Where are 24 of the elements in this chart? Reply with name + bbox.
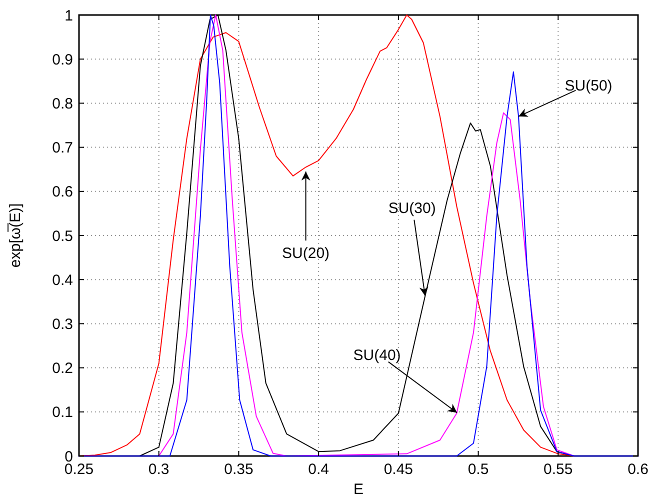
x-tick-label: 0.6 [628, 461, 648, 478]
y-tick-label: 0.7 [52, 140, 73, 157]
x-tick-label: 0.4 [308, 461, 329, 478]
y-tick-label: 0.1 [52, 404, 73, 422]
y-tick-label: 0.4 [52, 272, 73, 289]
x-tick-label: 0.3 [148, 461, 170, 478]
x-tick-label: 0.35 [224, 461, 254, 478]
y-axis-title: exp[ω̅(E)] [7, 203, 24, 268]
y-tick-label: 1 [64, 7, 73, 24]
x-axis-title: E [353, 481, 364, 498]
annotation: SU(40) [353, 347, 401, 364]
y-tick-label: 0.6 [52, 184, 73, 201]
annotation: SU(30) [388, 200, 436, 218]
x-tick-label: 0.45 [384, 461, 414, 478]
y-tick-label: 0.8 [52, 95, 73, 112]
annotation: SU(50) [564, 78, 612, 95]
annotation: SU(20) [282, 244, 330, 262]
y-tick-label: 0.9 [52, 51, 73, 68]
y-tick-label: 0.3 [52, 316, 73, 333]
x-tick-label: 0.25 [64, 461, 94, 478]
x-tick-label: 0.5 [468, 461, 489, 478]
x-tick-label: 0.55 [544, 461, 573, 478]
y-tick-label: 0.2 [52, 360, 73, 378]
y-tick-label: 0.5 [52, 228, 73, 245]
